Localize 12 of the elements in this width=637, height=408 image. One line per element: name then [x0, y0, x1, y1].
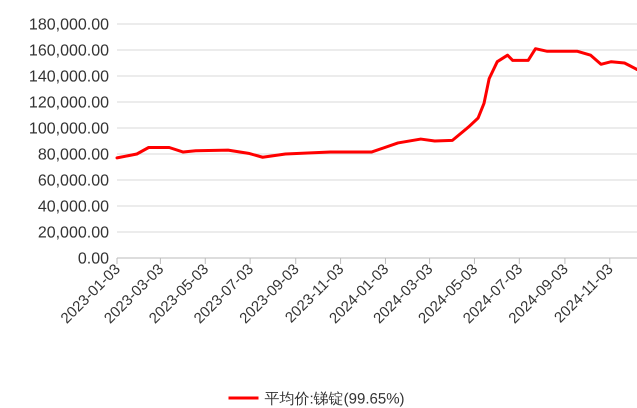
- y-tick-label: 140,000.00: [28, 68, 110, 86]
- y-tick-label: 60,000.00: [38, 172, 110, 190]
- y-tick-label: 120,000.00: [28, 94, 110, 112]
- y-tick-label: 100,000.00: [28, 120, 110, 138]
- y-tick-label: 180,000.00: [28, 16, 110, 34]
- y-tick-label: 160,000.00: [28, 42, 110, 60]
- y-tick-label: 40,000.00: [38, 198, 110, 216]
- y-tick-label: 80,000.00: [38, 146, 110, 164]
- y-tick-label: 20,000.00: [38, 224, 110, 242]
- line-series: [116, 47, 637, 160]
- y-tick-label: 0.00: [78, 250, 110, 268]
- legend-label: 平均价:锑锭(99.65%): [264, 390, 405, 408]
